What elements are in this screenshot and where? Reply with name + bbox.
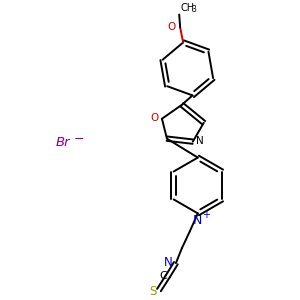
Text: CH: CH xyxy=(180,3,194,13)
Text: C: C xyxy=(159,271,167,281)
Text: S: S xyxy=(150,284,157,298)
Text: O: O xyxy=(151,113,159,123)
Text: O: O xyxy=(167,22,175,32)
Text: Br: Br xyxy=(56,136,70,149)
Text: N: N xyxy=(193,214,203,227)
Text: N: N xyxy=(196,136,204,146)
Text: 3: 3 xyxy=(191,4,196,14)
Text: +: + xyxy=(202,210,210,220)
Text: −: − xyxy=(73,133,84,146)
Text: N: N xyxy=(164,256,173,269)
